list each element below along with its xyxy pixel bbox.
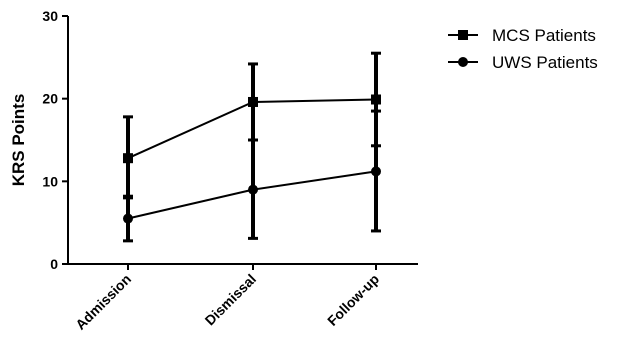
legend-label: UWS Patients: [492, 53, 598, 72]
data-point-square: [371, 94, 381, 105]
legend-marker-square: [458, 30, 468, 40]
series-2: [123, 109, 381, 243]
x-tick-label: Follow-up: [324, 271, 382, 329]
axes: 0 10 20 30 Admission Dismissal Follow-up: [42, 8, 418, 333]
legend-label: MCS Patients: [492, 26, 596, 45]
series-layer: [123, 51, 381, 243]
y-tick-label: 10: [42, 173, 58, 189]
y-tick-label: 30: [42, 8, 58, 24]
data-point-circle: [371, 166, 381, 177]
x-tick-label: Dismissal: [202, 271, 260, 329]
data-point-circle: [248, 184, 258, 195]
y-axis-title: KRS Points: [9, 94, 28, 187]
legend-entry-1: MCS Patients: [448, 26, 596, 45]
legend: MCS Patients UWS Patients: [448, 26, 598, 72]
y-tick-label: 20: [42, 91, 58, 107]
data-point-square: [123, 153, 133, 164]
y-tick-label: 0: [50, 256, 58, 272]
data-point-circle: [123, 213, 133, 224]
x-tick-label: Admission: [72, 271, 134, 333]
data-point-square: [248, 96, 258, 107]
legend-marker-circle: [458, 57, 468, 67]
legend-entry-2: UWS Patients: [448, 53, 598, 72]
